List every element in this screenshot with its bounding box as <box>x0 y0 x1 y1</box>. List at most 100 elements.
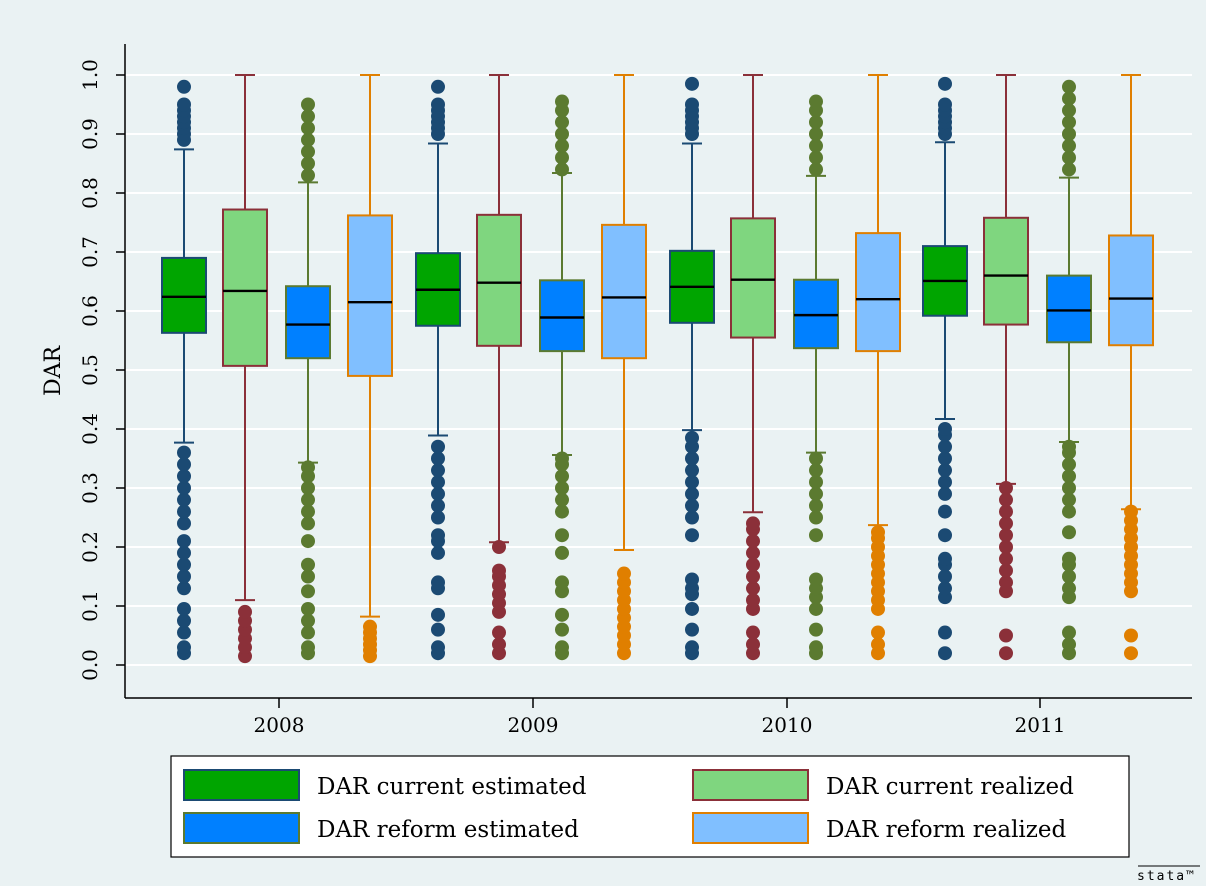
outlier-point <box>746 557 760 572</box>
outlier-point <box>938 439 952 454</box>
box <box>347 74 393 664</box>
outlier-point <box>1062 150 1076 165</box>
outlier-point <box>301 640 315 655</box>
outlier-point <box>1062 637 1076 652</box>
outlier-point <box>301 534 315 549</box>
outlier-point <box>431 510 445 525</box>
outlier-point <box>431 575 445 590</box>
outlier-point <box>746 569 760 584</box>
outlier-point <box>809 463 823 478</box>
box <box>539 94 585 661</box>
outlier-point <box>555 640 569 655</box>
outlier-point <box>431 622 445 637</box>
box <box>922 76 968 661</box>
outlier-point <box>809 572 823 587</box>
outlier-point <box>177 492 191 507</box>
outlier-point <box>685 498 699 513</box>
box <box>476 74 522 661</box>
y-tick-label: 0.9 <box>78 118 102 150</box>
outlier-point <box>1062 492 1076 507</box>
outlier-point <box>301 97 315 112</box>
outlier-point <box>685 601 699 616</box>
x-axis-ticks: 2008 2009 2010 2011 <box>254 698 1065 737</box>
outlier-point <box>492 637 506 652</box>
box-iqr <box>161 256 207 334</box>
outlier-point <box>431 463 445 478</box>
box-iqr <box>222 208 268 367</box>
outlier-point <box>1124 646 1138 661</box>
outlier-point <box>999 646 1013 661</box>
stata-logo: stata™ <box>1137 869 1196 884</box>
outlier-point <box>431 97 445 112</box>
outlier-point <box>746 637 760 652</box>
legend-item: DAR reform estimated <box>183 812 579 844</box>
outlier-point <box>177 457 191 472</box>
box-iqr <box>1108 234 1154 347</box>
outlier-point <box>685 510 699 525</box>
outlier-point <box>301 625 315 640</box>
outlier-point <box>301 121 315 136</box>
box <box>669 76 715 661</box>
y-tick-label: 0.4 <box>78 413 102 445</box>
outlier-point <box>809 622 823 637</box>
outlier-point <box>809 510 823 525</box>
outlier-point <box>685 463 699 478</box>
outlier-point <box>492 540 506 554</box>
outlier-point <box>177 79 191 94</box>
outlier-point <box>685 475 699 490</box>
legend-label: DAR current estimated <box>317 774 587 800</box>
outlier-point <box>431 640 445 655</box>
outlier-point <box>809 451 823 466</box>
outlier-point <box>938 451 952 466</box>
outlier-point <box>685 430 699 445</box>
outlier-point <box>301 601 315 616</box>
outlier-point <box>555 528 569 543</box>
outlier-point <box>555 127 569 141</box>
outlier-point <box>809 138 823 153</box>
outlier-point <box>301 460 315 475</box>
outlier-point <box>555 607 569 622</box>
outlier-point <box>1062 127 1076 141</box>
y-tick-label: 0.2 <box>78 531 102 563</box>
x-tick-label: 2009 <box>508 713 559 737</box>
outlier-point <box>746 516 760 531</box>
outlier-point <box>177 557 191 572</box>
box-iqr <box>983 216 1029 326</box>
outlier-point <box>301 481 315 495</box>
outlier-point <box>938 97 952 112</box>
outlier-point <box>555 481 569 495</box>
x-tick-label: 2010 <box>762 713 813 737</box>
outlier-point <box>555 492 569 507</box>
outlier-point <box>177 516 191 531</box>
outlier-point <box>1062 625 1076 640</box>
outlier-point <box>746 534 760 549</box>
outlier-point <box>555 150 569 165</box>
outlier-point <box>431 545 445 560</box>
outlier-point <box>809 94 823 109</box>
y-tick-label: 1.0 <box>78 59 102 91</box>
outlier-point <box>999 492 1013 507</box>
outlier-point <box>555 575 569 590</box>
outlier-point <box>177 569 191 584</box>
outlier-point <box>1062 115 1076 130</box>
outlier-point <box>809 127 823 141</box>
outlier-point <box>301 132 315 147</box>
outlier-point <box>431 528 445 543</box>
outlier-point <box>431 498 445 513</box>
outlier-point <box>555 622 569 637</box>
outlier-point <box>177 625 191 640</box>
box-iqr <box>347 214 393 377</box>
outlier-point <box>685 486 699 501</box>
outlier-point <box>809 528 823 543</box>
legend-swatch <box>692 769 809 801</box>
box-iqr <box>285 285 331 360</box>
outlier-point <box>809 498 823 513</box>
outlier-point <box>301 504 315 519</box>
outlier-point <box>177 601 191 616</box>
outlier-point <box>871 625 885 640</box>
legend-item: DAR current estimated <box>183 769 587 801</box>
y-axis-ticks: 0.0 0.1 0.2 0.3 0.4 0.5 0.6 0.7 0.8 0.9 1.0 <box>78 59 125 681</box>
box <box>730 74 776 661</box>
outlier-point <box>999 563 1013 578</box>
